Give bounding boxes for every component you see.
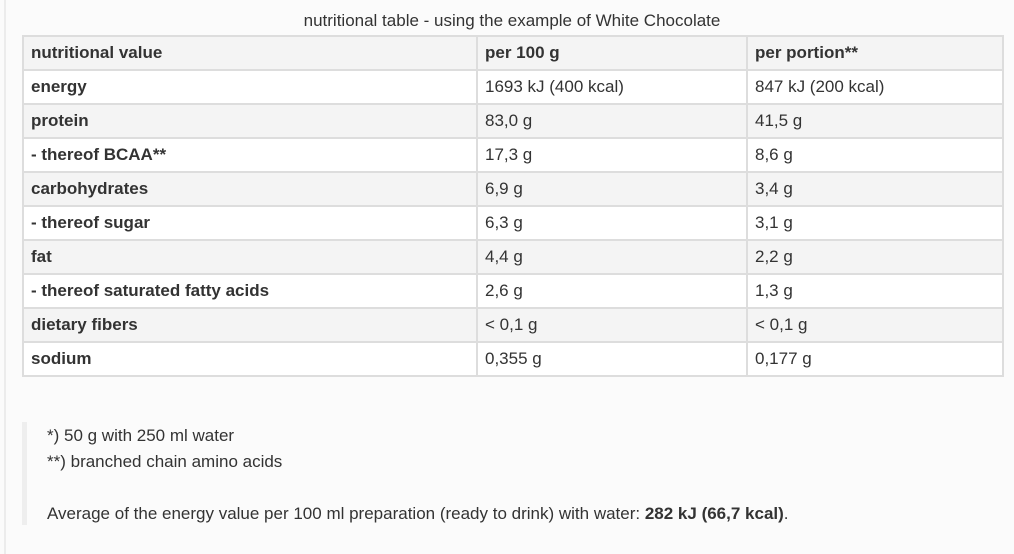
- header-per-portion: per portion**: [746, 35, 1004, 71]
- row-per-100g: 6,3 g: [476, 205, 748, 241]
- row-label: dietary fibers: [22, 307, 478, 343]
- row-label: energy: [22, 69, 478, 105]
- row-label: protein: [22, 103, 478, 139]
- average-energy-suffix: .: [783, 504, 789, 523]
- average-energy-note: Average of the energy value per 100 ml p…: [47, 501, 1002, 527]
- row-per-portion: 0,177 g: [746, 341, 1004, 377]
- row-per-portion: < 0,1 g: [746, 307, 1004, 343]
- row-per-portion: 847 kJ (200 kcal): [746, 69, 1004, 105]
- row-per-portion: 2,2 g: [746, 239, 1004, 275]
- row-label: - thereof saturated fatty acids: [22, 273, 478, 309]
- row-per-portion: 3,1 g: [746, 205, 1004, 241]
- table-row-energy: energy 1693 kJ (400 kcal) 847 kJ (200 kc…: [22, 69, 1004, 105]
- table-row-sodium: sodium 0,355 g 0,177 g: [22, 341, 1004, 377]
- table-row-sugar: - thereof sugar 6,3 g 3,1 g: [22, 205, 1004, 241]
- row-per-portion: 1,3 g: [746, 273, 1004, 309]
- row-label: - thereof BCAA**: [22, 137, 478, 173]
- average-energy-value: 282 kJ (66,7 kcal): [644, 504, 784, 523]
- footnotes-blockquote: *) 50 g with 250 ml water **) branched c…: [22, 422, 1002, 525]
- table-row-fat: fat 4,4 g 2,2 g: [22, 239, 1004, 275]
- footnote-bcaa: **) branched chain amino acids: [47, 452, 283, 471]
- row-label: fat: [22, 239, 478, 275]
- row-per-portion: 41,5 g: [746, 103, 1004, 139]
- footnote-serving: *) 50 g with 250 ml water: [47, 426, 235, 445]
- table-row-protein: protein 83,0 g 41,5 g: [22, 103, 1004, 139]
- nutrition-table: nutritional value per 100 g per portion*…: [22, 35, 1004, 377]
- header-per-100g: per 100 g: [476, 35, 748, 71]
- table-header-row: nutritional value per 100 g per portion*…: [22, 35, 1004, 71]
- table-caption: nutritional table - using the example of…: [303, 11, 721, 30]
- page-edge-divider: [4, 0, 6, 554]
- row-per-100g: 83,0 g: [476, 103, 748, 139]
- header-nutritional-value: nutritional value: [22, 35, 478, 71]
- row-per-100g: 2,6 g: [476, 273, 748, 309]
- row-per-100g: 0,355 g: [476, 341, 748, 377]
- table-row-bcaa: - thereof BCAA** 17,3 g 8,6 g: [22, 137, 1004, 173]
- row-label: - thereof sugar: [22, 205, 478, 241]
- row-label: sodium: [22, 341, 478, 377]
- row-per-portion: 8,6 g: [746, 137, 1004, 173]
- row-label: carbohydrates: [22, 171, 478, 207]
- row-per-100g: < 0,1 g: [476, 307, 748, 343]
- row-per-100g: 4,4 g: [476, 239, 748, 275]
- row-per-portion: 3,4 g: [746, 171, 1004, 207]
- table-row-saturated-fatty-acids: - thereof saturated fatty acids 2,6 g 1,…: [22, 273, 1004, 309]
- footnote-spacer: [47, 475, 1002, 501]
- row-per-100g: 6,9 g: [476, 171, 748, 207]
- row-per-100g: 1693 kJ (400 kcal): [476, 69, 748, 105]
- row-per-100g: 17,3 g: [476, 137, 748, 173]
- table-row-carbohydrates: carbohydrates 6,9 g 3,4 g: [22, 171, 1004, 207]
- average-energy-prefix: Average of the energy value per 100 ml p…: [47, 504, 645, 523]
- table-row-dietary-fibers: dietary fibers < 0,1 g < 0,1 g: [22, 307, 1004, 343]
